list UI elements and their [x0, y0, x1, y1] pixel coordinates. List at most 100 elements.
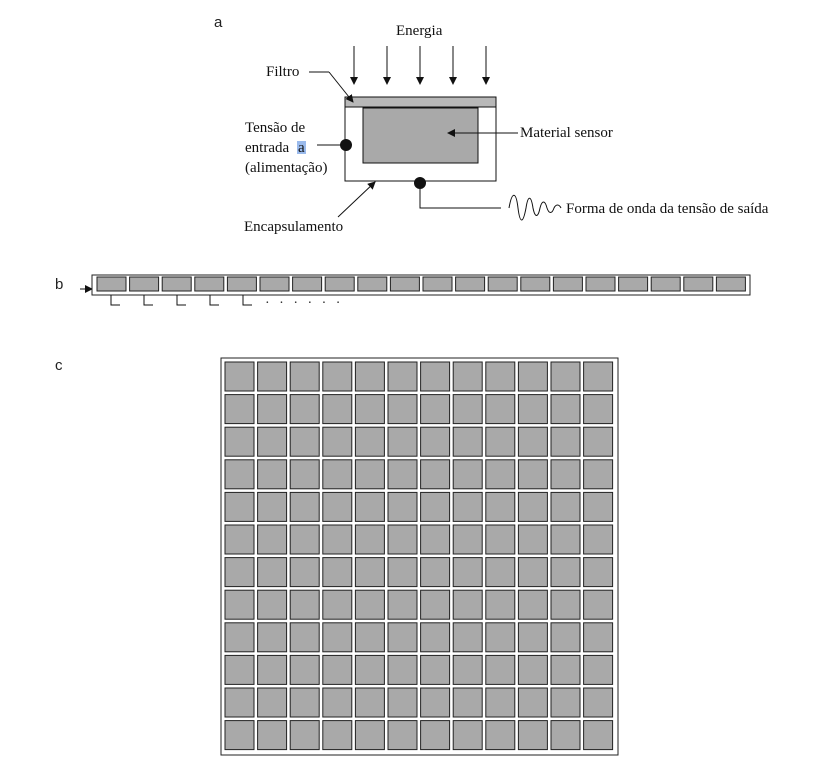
input-voltage-highlight-box — [297, 141, 306, 154]
area-sensor-cell — [550, 557, 581, 588]
area-sensor-cell — [485, 426, 516, 457]
input-voltage-line-1: Tensão de — [245, 120, 306, 136]
area-sensor-cell — [322, 361, 353, 392]
area-sensor-cell — [583, 654, 614, 685]
area-sensor-cell — [387, 654, 418, 685]
area-sensor-cell — [485, 557, 516, 588]
area-sensor-cell — [322, 426, 353, 457]
area-sensor-cell — [485, 459, 516, 490]
area-sensor-cell — [420, 557, 451, 588]
area-sensor-cell — [289, 589, 320, 620]
area-sensor-cell — [289, 654, 320, 685]
input-voltage-line-3: (alimentação) — [245, 160, 327, 176]
area-sensor-cell — [583, 524, 614, 555]
input-terminal-dot — [340, 139, 352, 151]
line-sensor-cell — [96, 276, 127, 292]
area-sensor-cell — [517, 394, 548, 425]
area-sensor-cell — [420, 720, 451, 751]
line-sensor-cell — [552, 276, 583, 292]
area-sensor-cell — [224, 524, 255, 555]
area-sensor-cell — [517, 426, 548, 457]
area-sensor-cell — [354, 491, 385, 522]
area-sensor-cell — [452, 589, 483, 620]
input-voltage-line-2-highlight: a — [298, 140, 305, 156]
area-sensor-cell — [452, 459, 483, 490]
area-sensor-cell — [354, 720, 385, 751]
area-sensor-cell — [322, 654, 353, 685]
area-sensor-cell — [517, 524, 548, 555]
line-sensor-cell — [357, 276, 388, 292]
line-sensor-cell — [715, 276, 746, 292]
line-sensor-cell — [618, 276, 649, 292]
area-sensor-cell — [354, 524, 385, 555]
area-sensor-cell — [550, 654, 581, 685]
area-sensor-cell — [452, 720, 483, 751]
area-sensor-cell — [387, 524, 418, 555]
area-sensor-cell — [420, 687, 451, 718]
area-sensor-cell — [550, 491, 581, 522]
line-sensor-cell — [487, 276, 518, 292]
area-sensor-cell — [420, 654, 451, 685]
area-sensor-cell — [452, 557, 483, 588]
area-sensor-cell — [224, 589, 255, 620]
area-sensor-cell — [289, 394, 320, 425]
line-sensor-cell — [650, 276, 681, 292]
area-sensor-cell — [452, 394, 483, 425]
area-sensor-cell — [224, 720, 255, 751]
line-array-lead — [176, 295, 186, 306]
area-sensor-cell — [550, 394, 581, 425]
area-sensor-cell — [387, 557, 418, 588]
line-array-lead — [110, 295, 120, 306]
area-sensor-cell — [224, 426, 255, 457]
area-sensor-cell — [257, 557, 288, 588]
area-sensor-cell — [387, 687, 418, 718]
area-sensor-cell — [420, 589, 451, 620]
area-sensor-cell — [387, 459, 418, 490]
area-sensor-cell — [354, 557, 385, 588]
line-sensor-cell — [520, 276, 551, 292]
input-voltage-line-2: entrada — [245, 140, 289, 156]
area-sensor-cell — [354, 361, 385, 392]
input-voltage-line-2-text: entrada — [245, 140, 289, 156]
panel-label-a: a — [214, 14, 223, 31]
area-sensor-cell — [583, 720, 614, 751]
area-sensor-cell — [387, 426, 418, 457]
area-sensor-cell — [354, 687, 385, 718]
area-sensor-cell — [289, 687, 320, 718]
sensing-material-block — [362, 107, 479, 164]
filter-label: Filtro — [266, 64, 299, 80]
single-sensor-panel: Energia Filtro Tensão de entrada a (alim… — [244, 23, 769, 235]
area-sensor-cell — [354, 394, 385, 425]
line-array-continuation-dots: · · · · · · — [265, 296, 343, 311]
area-sensor-cell — [420, 622, 451, 653]
area-sensor-cell — [550, 589, 581, 620]
area-sensor-cell — [387, 361, 418, 392]
line-sensor-cell — [194, 276, 225, 292]
line-array-lead — [143, 295, 153, 306]
area-sensor-cell — [257, 654, 288, 685]
area-sensor-cell — [452, 687, 483, 718]
area-sensor-cell — [583, 557, 614, 588]
energy-label: Energia — [396, 23, 443, 39]
area-sensor-cell — [257, 459, 288, 490]
area-sensor-cell — [224, 687, 255, 718]
line-sensor-cell — [683, 276, 714, 292]
line-array-lead — [242, 295, 252, 306]
output-waveform-label: Forma de onda da tensão de saída — [566, 201, 769, 217]
area-sensor-cell — [452, 361, 483, 392]
area-sensor-cell — [485, 687, 516, 718]
area-sensor-cell — [354, 654, 385, 685]
area-sensor-cell — [517, 459, 548, 490]
area-sensor-cell — [257, 524, 288, 555]
area-sensor-cell — [583, 394, 614, 425]
area-sensor-cell — [550, 459, 581, 490]
area-sensor-cell — [452, 622, 483, 653]
line-sensor-cell — [161, 276, 192, 292]
area-sensor-cell — [387, 589, 418, 620]
area-sensor-cell — [452, 491, 483, 522]
area-sensor-cell — [550, 361, 581, 392]
area-sensor-cell — [517, 491, 548, 522]
line-sensor-cell — [226, 276, 257, 292]
area-sensor-cell — [224, 557, 255, 588]
